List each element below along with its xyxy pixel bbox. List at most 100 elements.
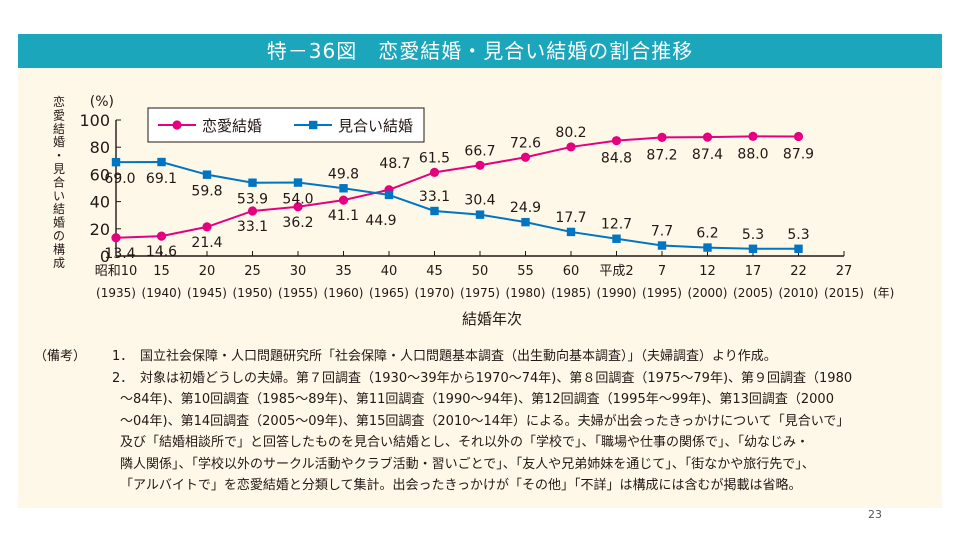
data-point-arranged [521,217,530,227]
data-label-love: 87.9 [783,146,814,162]
data-label-love: 87.4 [692,147,723,163]
data-label-arranged: 6.2 [696,226,718,242]
data-point-arranged [293,178,303,187]
data-point-love [338,195,349,205]
x-tick-label-year: (1945) [187,286,227,300]
note-number: 1． [112,349,134,364]
x-tick-label-year: (1985) [551,286,591,300]
y-axis-title-char: の [53,229,65,243]
y-tick-label: 0 [100,247,110,266]
data-label-love: 41.1 [328,208,359,224]
x-tick-label-era: 7 [658,264,666,279]
series-line-love [115,135,799,239]
y-axis-title-char: 成 [53,256,65,270]
x-tick-label-year: (2005) [733,286,773,300]
x-tick-label-year: (1970) [415,286,455,300]
data-point-love [475,160,485,170]
x-tick-label-era: 平成2 [599,264,633,279]
data-label-arranged: 17.7 [555,210,586,226]
y-axis-title-char: 結 [53,202,65,216]
data-point-love [111,233,121,243]
note-text-line: ～84年)、第10回調査（1985～89年)、第11回調査（1990～94年)、… [120,392,834,407]
data-label-arranged: 69.1 [146,171,177,187]
data-point-arranged [612,234,621,243]
x-tick-label-year: (1955) [278,286,318,300]
x-tick-label-era: 50 [472,264,489,279]
data-point-arranged [248,178,257,187]
note-text-line: 国立社会保障・人口問題研究所「社会保障・人口問題基本調査（出生動向基本調査）」（… [140,349,777,364]
y-axis-title-char: 構 [53,242,65,256]
x-tick-label-year: (1965) [369,286,409,300]
data-label-arranged: 69.0 [104,171,135,187]
data-point-arranged [339,184,348,193]
x-tick-label-era: 45 [426,264,443,279]
data-point-arranged [157,157,166,167]
data-point-love [429,167,440,177]
x-tick-label-year: (1935) [96,286,136,300]
y-axis-title-char: 見 [53,162,65,176]
data-label-arranged: 59.8 [191,184,222,200]
data-point-love [702,132,713,142]
x-tick-label-year: (1995) [642,286,682,300]
x-tick-label-era: 22 [790,264,807,279]
data-label-arranged: 30.4 [464,193,495,209]
data-label-arranged: 49.8 [328,166,359,182]
x-tick-label-year: (2010) [779,286,819,300]
legend-marker-love [172,120,182,130]
data-label-love: 72.6 [510,135,541,151]
y-axis-title-char: 婚 [53,216,65,230]
note-text-line: ～04年)、第14回調査（2005～09年)、第15回調査（2010～14年）に… [120,413,850,429]
x-tick-label-era: 17 [745,264,762,279]
data-point-arranged [384,190,394,200]
data-point-arranged [703,243,712,252]
data-label-arranged: 53.9 [237,192,268,208]
note-text-line: 隣人関係」、「学校以外のサークル活動やクラブ活動・習いごとで」、「友人や兄弟姉妹… [120,456,815,472]
y-axis-title-char: 恋 [53,94,65,109]
x-tick-label-era: 30 [290,264,307,279]
data-label-love-1965: 48.7 [379,156,410,172]
data-point-love [202,222,212,232]
data-point-arranged [657,241,667,250]
data-point-arranged [202,170,212,179]
data-label-love: 36.2 [282,215,313,231]
data-point-arranged [566,227,576,237]
data-point-love [748,131,758,141]
legend-label-love: 恋愛結婚 [202,117,262,135]
data-label-love: 33.1 [237,219,268,235]
page-number: 23 [868,508,882,521]
y-axis-title-char: い [53,189,65,203]
x-tick-label-era: 昭和10 [95,264,138,279]
data-label-arranged: 5.3 [787,227,809,243]
y-axis-title-char: 結 [53,122,65,136]
data-point-love [611,136,622,146]
legend-marker-arranged [309,120,318,130]
y-tick-label: 40 [90,193,110,212]
x-tick-label-year: (1990) [597,286,637,300]
note-text-line: 「アルバイトで」を恋愛結婚と分類して集計。出会ったきっかけが「その他」「不詳」は… [120,478,802,493]
data-label-arranged: 7.7 [651,224,673,240]
x-tick-label-era: 35 [335,264,352,279]
x-tick-label-year: (1960) [324,286,364,300]
figure-panel: 特－36図 恋愛結婚・見合い結婚の割合推移 0 20 40 60 80 100 (%) 恋愛結… [18,34,942,508]
data-point-love [293,202,303,212]
x-axis-unit-label: (年) [873,286,894,300]
x-tick-label-era: 25 [244,264,261,279]
data-label-love: 87.2 [646,147,677,163]
y-axis-title-char: 愛 [53,108,65,122]
y-tick-label: 60 [90,165,110,184]
data-label-arranged: 24.9 [510,200,541,216]
data-label-love: 84.8 [601,151,632,167]
line-chart: 020406080100(%)恋愛結婚・見合い結婚の構成昭和10(1935)15… [53,94,894,328]
y-axis-title-char: 合 [53,174,65,189]
data-point-love [520,152,531,162]
notes-block: （備考） 1． 国立社会保障・人口問題研究所「社会保障・人口問題基本調査（出生動向基… [34,346,934,516]
data-point-love [156,231,167,241]
x-tick-label-era: 15 [153,264,170,279]
data-label-love: 80.2 [555,125,586,141]
data-point-love [657,132,667,143]
data-label-love: 13.4 [104,246,135,262]
y-tick-label: 20 [90,220,110,239]
data-label-love: 61.5 [419,150,450,166]
x-axis-title: 結婚年次 [462,310,522,328]
